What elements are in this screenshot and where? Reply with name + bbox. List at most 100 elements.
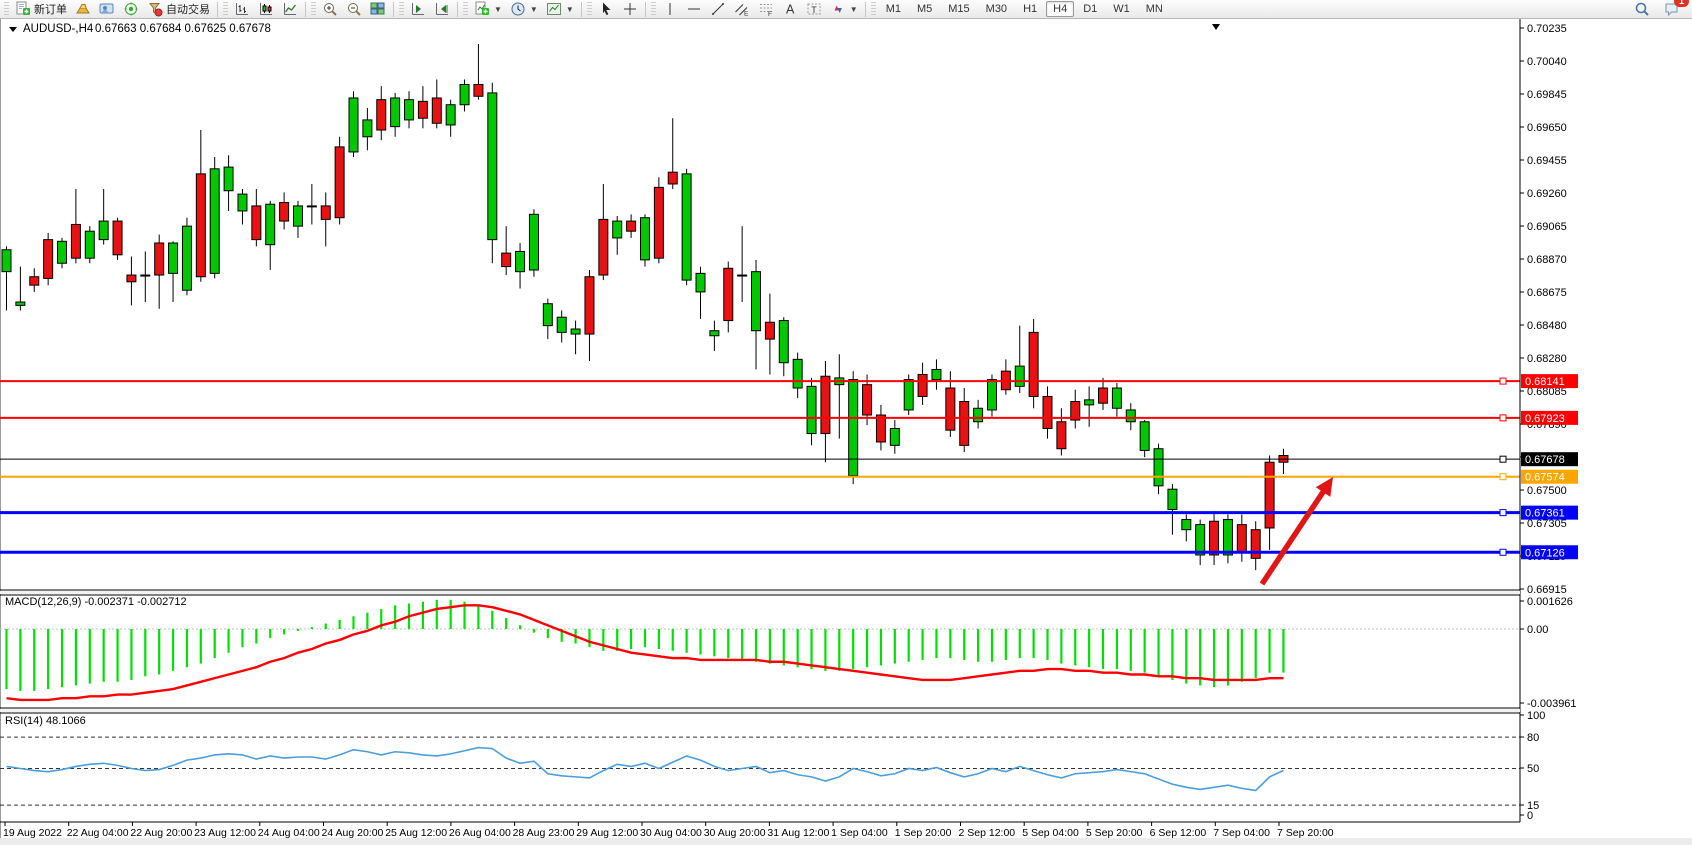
chart-canvas[interactable]: 0.70235 0.70040 0.69845 0.69650 0.69455 0.692…: [0, 19, 1692, 845]
toolbar-grip[interactable]: [399, 2, 404, 16]
timeframe-H4-button[interactable]: H4: [1046, 1, 1075, 17]
candle-body: [737, 274, 748, 277]
chevron-down-icon[interactable]: ▼: [849, 4, 858, 14]
price-badge-label: 0.67678: [1525, 454, 1565, 466]
zoom-in-button[interactable]: [318, 0, 342, 19]
price-axis-label: 0.70040: [1527, 56, 1567, 68]
price-badge-label: 0.67126: [1525, 547, 1565, 559]
toolbar-separator: [457, 1, 458, 17]
svg-text:A: A: [786, 3, 795, 17]
candle-body: [348, 97, 359, 153]
indicators-button[interactable]: ▼: [470, 0, 506, 19]
toolbar-grip[interactable]: [463, 2, 468, 16]
autotrading-button[interactable]: 自动交易: [143, 0, 214, 19]
chevron-down-icon[interactable]: ▼: [529, 4, 538, 14]
price-badge: [1521, 469, 1578, 484]
equidistant-channel-button[interactable]: E: [730, 0, 754, 19]
tile-windows-button[interactable]: [366, 0, 390, 19]
hline-handle[interactable]: [1499, 377, 1507, 385]
fibonacci-button[interactable]: F: [754, 0, 778, 19]
toolbar-grip[interactable]: [311, 2, 316, 16]
toolbar-separator: [644, 1, 646, 17]
trend-arrow-head[interactable]: [1315, 477, 1333, 497]
toolbar-grip[interactable]: [4, 2, 9, 16]
candle-body: [445, 104, 456, 126]
candle-body: [223, 166, 234, 192]
line-chart-button[interactable]: [278, 0, 302, 19]
chevron-down-icon[interactable]: ▼: [565, 4, 574, 14]
metaeditor-button[interactable]: [71, 0, 95, 19]
time-axis-label: 22 Aug 20:00: [130, 827, 192, 839]
templates-button[interactable]: ▼: [542, 0, 578, 19]
chart-window[interactable]: 0.70235 0.70040 0.69845 0.69650 0.69455 0.692…: [0, 19, 1692, 845]
auto-scroll-button[interactable]: [430, 0, 454, 19]
timeframe-H1-button[interactable]: H1: [1023, 3, 1038, 15]
time-axis-label: 24 Aug 20:00: [322, 827, 384, 839]
price-badge-label: 0.67923: [1525, 413, 1565, 425]
time-axis-label: 6 Sep 12:00: [1150, 827, 1207, 839]
timeframe-D1-button[interactable]: D1: [1083, 3, 1098, 15]
community-button[interactable]: [95, 0, 119, 19]
search-button-icon: [1634, 1, 1650, 17]
price-badge-label: 0.67574: [1525, 472, 1565, 484]
trend-arrow[interactable]: [1259, 487, 1328, 586]
candle-body: [1014, 365, 1025, 387]
candle-body: [1028, 331, 1039, 397]
text-label-button[interactable]: T: [802, 0, 826, 19]
bars-chart-button[interactable]: [230, 0, 254, 19]
vertical-line-button[interactable]: [658, 0, 682, 19]
toolbar-grip[interactable]: [870, 2, 876, 16]
new-order-button-icon: [15, 1, 31, 17]
panel-separator[interactable]: [0, 709, 1520, 712]
candle-body: [168, 242, 179, 274]
hline-handle[interactable]: [1499, 548, 1507, 556]
candle-body: [986, 379, 997, 411]
hline-handle[interactable]: [1499, 455, 1507, 463]
hline-handle[interactable]: [1499, 414, 1507, 422]
candle-body: [209, 168, 220, 274]
timeframe-M30-button[interactable]: M30: [985, 3, 1008, 15]
zoom-out-button[interactable]: [342, 0, 366, 19]
toolbar-grip[interactable]: [586, 2, 592, 16]
timeframe-M15-button[interactable]: M15: [948, 3, 970, 15]
new-order-button[interactable]: 新订单: [11, 0, 71, 19]
toolbar-grip[interactable]: [650, 2, 656, 16]
auto-scroll-button-icon: [434, 1, 450, 17]
timeframe-M1-button[interactable]: M1: [885, 3, 901, 15]
price-axis-label: 0.69455: [1527, 155, 1567, 167]
trendline-button[interactable]: [706, 0, 730, 19]
crosshair-button[interactable]: [618, 0, 642, 19]
chart-shift-button[interactable]: [406, 0, 430, 19]
timeframe-M5-button[interactable]: M5: [916, 3, 933, 15]
arrows-button[interactable]: ▼: [826, 0, 862, 19]
signals-button[interactable]: [119, 0, 143, 19]
candle-body: [70, 223, 81, 259]
candle-body: [792, 358, 803, 389]
text-button[interactable]: A: [778, 0, 802, 19]
one-click-trading-toggle[interactable]: [9, 27, 17, 32]
chart-background[interactable]: [0, 19, 1692, 845]
periods-button[interactable]: ▼: [506, 0, 542, 19]
candle-body: [695, 272, 706, 293]
time-axis-label: 23 Aug 12:00: [194, 827, 256, 839]
timeframe-MN-button[interactable]: MN: [1145, 3, 1163, 15]
hline-handle[interactable]: [1499, 473, 1507, 481]
candle-body: [681, 173, 692, 281]
arrows-button-icon: [830, 1, 846, 17]
price-axis-label: 0.70235: [1527, 23, 1567, 35]
candle-body: [862, 384, 873, 416]
time-axis-label: 28 Aug 23:00: [513, 827, 575, 839]
candle-body: [945, 387, 956, 431]
search-button[interactable]: [1630, 0, 1654, 19]
chat-button[interactable]: 1: [1660, 0, 1689, 19]
timeframe-W1-button[interactable]: W1: [1113, 3, 1130, 15]
chart-shift-marker[interactable]: [1212, 24, 1220, 30]
hline-handle[interactable]: [1499, 509, 1507, 517]
toolbar-grip[interactable]: [223, 2, 228, 16]
horizontal-line-button[interactable]: [682, 0, 706, 19]
panel-separator[interactable]: [0, 591, 1520, 594]
chevron-down-icon[interactable]: ▼: [494, 4, 502, 14]
cursor-button[interactable]: [594, 0, 618, 19]
community-button-icon: [99, 1, 115, 17]
candles-chart-button[interactable]: [254, 0, 278, 19]
